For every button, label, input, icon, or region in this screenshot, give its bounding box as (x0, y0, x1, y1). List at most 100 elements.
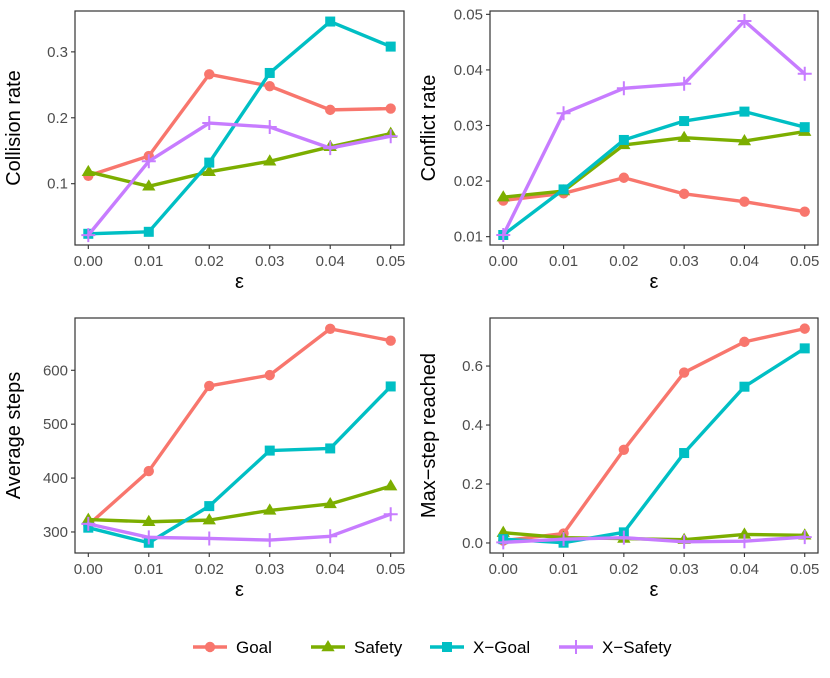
x-tick-label: 0.05 (790, 253, 819, 270)
legend-item: Goal (193, 638, 272, 657)
x-tick-label: 0.04 (316, 561, 345, 578)
data-point (204, 501, 215, 512)
data-point (142, 179, 156, 191)
data-point (202, 164, 216, 177)
data-point (81, 228, 96, 243)
series-x-safety (496, 530, 812, 550)
data-point (262, 533, 277, 548)
chart-panel-2: 0.01 0.02 0.03 0.04 0.05 0.00 0.01 0.02 0.03 0.04… (418, 6, 819, 293)
data-point (679, 116, 690, 127)
data-point (204, 69, 215, 80)
data-point (202, 116, 217, 131)
x-axis-title: ε (235, 271, 244, 293)
x-tick-label: 0.01 (134, 253, 163, 270)
data-point (325, 104, 336, 116)
data-point (264, 80, 275, 92)
y-tick-label: 0.01 (454, 229, 483, 246)
x-tick-label: 0.05 (790, 561, 819, 578)
data-point (263, 503, 277, 515)
data-point (325, 323, 336, 334)
x-tick-label: 0.01 (549, 561, 578, 578)
x-tick-label: 0.00 (489, 561, 518, 578)
data-point (737, 527, 752, 539)
data-point (385, 103, 396, 114)
data-point (385, 41, 396, 52)
data-point (799, 206, 810, 217)
y-tick-label: 0.04 (454, 62, 483, 79)
series-line (501, 19, 807, 237)
data-point (678, 367, 690, 378)
series-safety (81, 126, 398, 191)
data-point (618, 172, 630, 183)
legend-key-marker (442, 642, 452, 652)
y-tick-label: 500 (43, 416, 68, 433)
series-x-safety (496, 14, 812, 242)
data-point (677, 534, 692, 549)
y-tick-label: 600 (43, 362, 68, 379)
data-point (264, 369, 275, 381)
x-tick-label: 0.03 (255, 561, 284, 578)
legend-label: Safety (354, 638, 403, 657)
data-point (737, 534, 752, 549)
x-tick-label: 0.01 (549, 253, 578, 270)
data-point (616, 81, 631, 96)
legend-key-marker (569, 640, 583, 654)
chart-panel-3: 300 400 500 600 0.00 0.01 0.02 0.03 0.04 0.05 ε Ave… (3, 317, 405, 601)
chart-panel-1: 0.1 0.2 0.3 0.00 0.01 0.02 0.03 0.04 0.05 ε Collis… (3, 10, 405, 293)
y-tick-label: 0.2 (47, 110, 68, 127)
x-tick-label: 0.00 (74, 253, 103, 270)
data-point (556, 532, 571, 547)
data-point (797, 66, 812, 81)
y-tick-label: 0.05 (454, 6, 483, 23)
panel-border (489, 317, 819, 554)
series-safety (81, 479, 398, 526)
x-tick-label: 0.05 (376, 253, 405, 270)
data-point (679, 448, 690, 459)
series-goal (498, 172, 810, 217)
data-point (739, 336, 750, 348)
series-line (86, 19, 393, 236)
data-point (264, 67, 275, 78)
series-x-safety (81, 507, 398, 548)
x-axis-title: ε (650, 579, 659, 601)
legend-key-marker (204, 641, 216, 653)
series-line (501, 176, 807, 214)
series-line (501, 346, 807, 545)
legend-item: X−Safety (559, 638, 672, 657)
series-line (86, 327, 393, 527)
data-point (202, 513, 216, 525)
series-line (86, 72, 393, 178)
data-point (323, 529, 338, 544)
data-point (202, 531, 217, 546)
x-tick-label: 0.01 (134, 561, 163, 578)
data-point (263, 154, 277, 166)
x-tick-label: 0.04 (730, 253, 759, 270)
data-point (262, 120, 277, 135)
x-tick-label: 0.04 (316, 253, 345, 270)
data-point (143, 226, 154, 237)
data-point (797, 530, 812, 545)
data-point (142, 514, 156, 526)
legend-label: Goal (236, 638, 272, 657)
data-point (385, 381, 396, 392)
legend-key-marker (321, 640, 335, 652)
data-point (799, 122, 810, 133)
series-x-safety (81, 116, 398, 243)
series-line (86, 384, 393, 545)
legend-item: Safety (311, 638, 403, 657)
series-line (501, 129, 807, 199)
y-axis-title: Average steps (3, 372, 25, 500)
data-point (496, 190, 510, 202)
series-x-goal (498, 106, 810, 240)
y-axis-title: Collision rate (3, 70, 25, 186)
x-tick-label: 0.03 (670, 561, 699, 578)
data-point (143, 465, 154, 477)
data-point (323, 141, 338, 156)
data-point (383, 129, 398, 144)
y-tick-label: 0.3 (47, 44, 68, 61)
data-point (325, 443, 336, 454)
data-point (739, 381, 750, 392)
x-tick-label: 0.04 (730, 561, 759, 578)
series-line (501, 109, 807, 237)
panel-border (74, 10, 405, 246)
